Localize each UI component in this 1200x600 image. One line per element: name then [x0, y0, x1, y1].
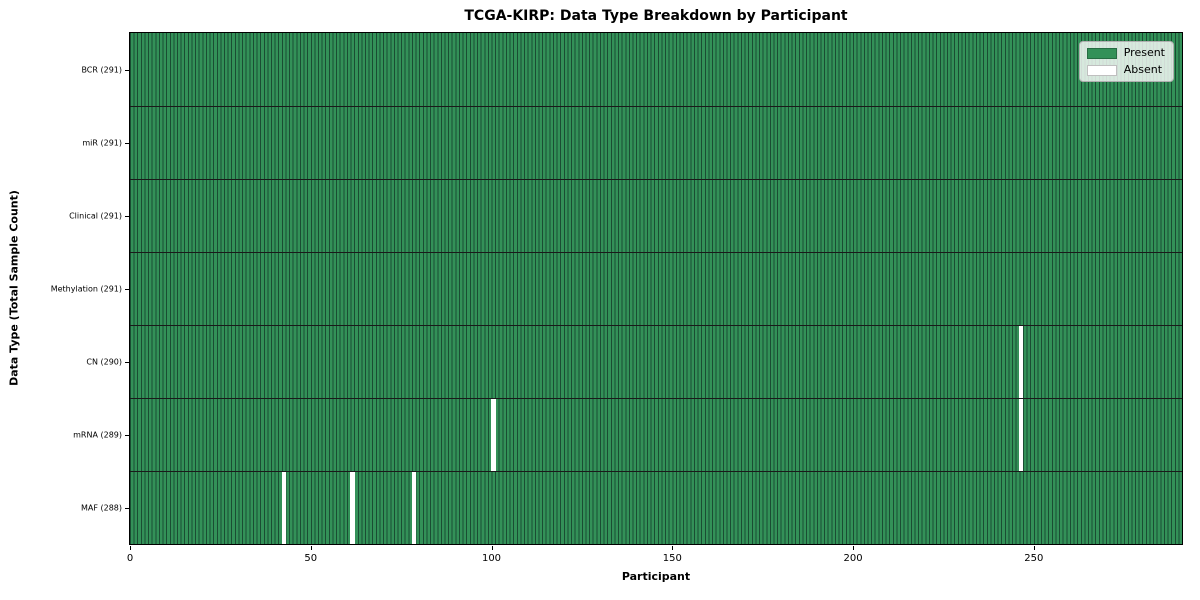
x-axis-title: Participant — [621, 570, 691, 583]
absent-marker-mrna-246 — [1019, 398, 1024, 471]
x-tick-label-250: 250 — [1024, 553, 1044, 564]
y-tick — [125, 361, 129, 363]
y-tick-label-mrna: mRNA (289) — [73, 430, 122, 439]
row-band-maf — [130, 471, 1182, 544]
x-tick — [310, 546, 312, 550]
row-band-bcr — [130, 33, 1182, 106]
chart-title: TCGA-KIRP: Data Type Breakdown by Partic… — [464, 8, 848, 24]
y-tick-label-mir: miR (291) — [82, 138, 122, 147]
y-tick-label-bcr: BCR (291) — [81, 65, 122, 74]
x-tick — [130, 546, 131, 550]
x-tick-label-200: 200 — [843, 553, 863, 564]
x-tick — [853, 546, 855, 550]
y-tick-label-clinical: Clinical (291) — [69, 211, 122, 220]
y-tick — [125, 434, 129, 436]
row-separator — [130, 325, 1182, 326]
y-tick-label-methylation: Methylation (291) — [50, 284, 122, 293]
absent-marker-maf-42 — [281, 471, 286, 544]
legend: Present Absent — [1078, 41, 1174, 82]
x-tick-label-150: 150 — [662, 553, 682, 564]
x-tick — [491, 546, 493, 550]
legend-item-present: Present — [1086, 46, 1165, 59]
y-tick — [125, 507, 129, 509]
present-swatch — [1086, 47, 1117, 59]
absent-marker-cn-246 — [1019, 325, 1024, 398]
y-tick — [125, 142, 129, 144]
row-separator — [130, 106, 1182, 107]
row-band-clinical — [130, 179, 1182, 252]
row-band-methylation — [130, 252, 1182, 325]
x-tick — [1033, 546, 1035, 550]
absent-swatch — [1086, 64, 1117, 76]
absent-marker-maf-61 — [350, 471, 355, 544]
row-separator — [130, 179, 1182, 180]
y-tick-label-cn: CN (290) — [86, 357, 122, 366]
y-tick — [125, 288, 129, 290]
row-separator — [130, 252, 1182, 253]
legend-item-absent: Absent — [1086, 63, 1165, 76]
row-separator — [130, 398, 1182, 399]
plot-area: Present Absent BCR (291) miR (291) Clinica… — [51, 32, 1183, 564]
y-tick — [125, 69, 129, 71]
absent-marker-maf-78 — [411, 471, 416, 544]
x-tick-label-50: 50 — [304, 553, 318, 564]
x-tick — [672, 546, 674, 550]
legend-label-absent: Absent — [1123, 63, 1163, 76]
y-tick — [125, 215, 129, 217]
y-axis-title: Data Type (Total Sample Count) — [7, 190, 21, 386]
row-band-cn — [130, 325, 1182, 398]
legend-label-present: Present — [1123, 46, 1165, 59]
row-band-mir — [130, 106, 1182, 179]
x-tick-label-0: 0 — [126, 553, 134, 564]
x-tick-label-100: 100 — [481, 553, 502, 564]
heatmap-canvas — [130, 33, 1182, 544]
row-separator — [130, 471, 1182, 472]
y-tick-label-maf: MAF (288) — [80, 503, 122, 512]
absent-marker-mrna-100 — [491, 398, 496, 471]
row-band-mrna — [130, 398, 1182, 471]
